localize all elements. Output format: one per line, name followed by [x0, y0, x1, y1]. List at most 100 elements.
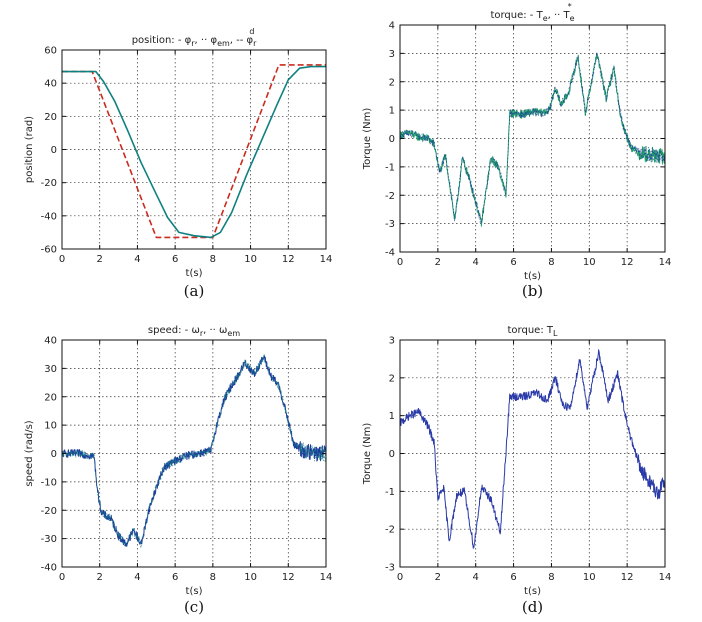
title-part: , ··	[203, 325, 219, 336]
x-tick-label: 2	[97, 254, 103, 265]
chart-title: torque: - Te, ·· Te*	[490, 2, 574, 23]
title-part: em	[227, 329, 240, 338]
title-part: φ	[185, 35, 192, 46]
y-tick-label: 3	[389, 49, 395, 60]
y-tick-label: -2	[385, 525, 395, 536]
x-axis-label: t(s)	[186, 586, 203, 597]
y-tick-label: 0	[51, 449, 57, 460]
x-tick-label: 6	[172, 254, 178, 265]
x-tick-label: 12	[282, 572, 295, 583]
x-tick-label: 2	[435, 572, 441, 583]
x-tick-label: 2	[97, 572, 103, 583]
x-tick-label: 12	[282, 254, 295, 265]
x-tick-label: 8	[210, 254, 216, 265]
y-tick-label: 0	[389, 449, 395, 460]
x-tick-label: 12	[621, 572, 634, 583]
title-part: , --	[230, 35, 247, 46]
x-tick-label: 10	[583, 257, 596, 268]
x-tick-label: 8	[548, 572, 554, 583]
x-tick-label: 14	[320, 572, 333, 583]
series-line-1	[62, 65, 326, 239]
x-tick-label: 0	[59, 572, 65, 583]
chart-panel-2: 0 2 4 6 8 10 12 14 -40 -30 -20 -10 0 10 20 30 40 t(s) spee…	[24, 325, 332, 616]
y-tick-label: -3	[385, 563, 395, 574]
x-tick-label: 14	[320, 254, 333, 265]
title-part: , ··	[195, 35, 211, 46]
x-tick-label: 14	[659, 572, 672, 583]
title-part: r	[200, 329, 204, 338]
y-tick-label: -40	[41, 211, 57, 222]
y-tick-label: 0	[389, 134, 395, 145]
y-tick-label: 1	[389, 411, 395, 422]
series-line-1	[400, 51, 665, 224]
panel-caption: (a)	[184, 282, 205, 300]
x-tick-label: 4	[473, 572, 479, 583]
y-tick-label: -1	[385, 487, 395, 498]
series-group	[62, 64, 326, 239]
y-tick-label: -40	[41, 563, 57, 574]
x-tick-label: 10	[244, 254, 257, 265]
title-part: em	[217, 39, 230, 48]
x-tick-label: 4	[473, 257, 479, 268]
y-tick-label: 4	[389, 21, 395, 32]
chart-title: position: - φr, ·· φem, -- φrd	[132, 27, 257, 48]
y-tick-label: 40	[44, 336, 57, 347]
y-tick-label: -4	[385, 248, 395, 259]
y-tick-label: 1	[389, 106, 395, 117]
y-tick-label: 20	[44, 392, 57, 403]
title-part: position: -	[132, 35, 185, 46]
title-part: , ··	[548, 10, 564, 21]
title-part: torque: -	[490, 10, 536, 21]
x-tick-label: 10	[244, 572, 257, 583]
y-tick-label: -1	[385, 162, 395, 173]
title-part: φ	[210, 35, 217, 46]
x-tick-label: 0	[397, 572, 403, 583]
x-tick-label: 6	[510, 257, 516, 268]
x-axis-label: t(s)	[524, 271, 541, 282]
title-part: e	[570, 14, 575, 23]
x-tick-label: 0	[59, 254, 65, 265]
y-axis-label: position (rad)	[24, 116, 35, 183]
x-tick-label: 6	[172, 572, 178, 583]
y-tick-label: 10	[44, 421, 57, 432]
title-part: ω	[219, 325, 227, 336]
x-axis-label: t(s)	[524, 586, 541, 597]
x-tick-label: 6	[510, 572, 516, 583]
chart-title: torque: TL	[508, 325, 558, 338]
panel-caption: (b)	[522, 282, 543, 300]
title-part: e	[543, 14, 548, 23]
panel-caption: (d)	[522, 598, 543, 616]
x-tick-label: 8	[210, 572, 216, 583]
y-axis-label: Torque (Nm)	[362, 108, 373, 171]
x-tick-label: 10	[583, 572, 596, 583]
title-part: *	[568, 2, 572, 11]
x-tick-label: 4	[134, 572, 140, 583]
title-part: L	[553, 329, 558, 338]
series-line-0	[400, 349, 665, 549]
x-tick-label: 4	[134, 254, 140, 265]
x-tick-label: 2	[435, 257, 441, 268]
x-tick-label: 8	[548, 257, 554, 268]
y-tick-label: -60	[41, 245, 57, 256]
x-axis-label: t(s)	[186, 268, 203, 279]
series-group	[62, 353, 326, 549]
y-tick-label: -20	[41, 178, 57, 189]
y-tick-label: -2	[385, 191, 395, 202]
y-tick-label: 30	[44, 364, 57, 375]
title-part: speed: -	[148, 325, 192, 336]
title-part: φ	[247, 35, 254, 46]
series-group	[400, 349, 665, 549]
y-tick-label: -10	[41, 477, 57, 488]
title-part: r	[191, 39, 195, 48]
series-group	[400, 51, 665, 227]
title-part: ω	[191, 325, 199, 336]
chart-panel-0: 0 2 4 6 8 10 12 14 -60 -40 -20 0 20 40 60 t(s) position …	[24, 27, 332, 300]
chart-title: speed: - ωr, ·· ωem	[148, 325, 240, 338]
title-part: T	[536, 10, 544, 21]
y-tick-label: 3	[389, 336, 395, 347]
title-part: torque:	[508, 325, 547, 336]
y-tick-label: 60	[44, 46, 57, 57]
title-part: T	[563, 10, 571, 21]
